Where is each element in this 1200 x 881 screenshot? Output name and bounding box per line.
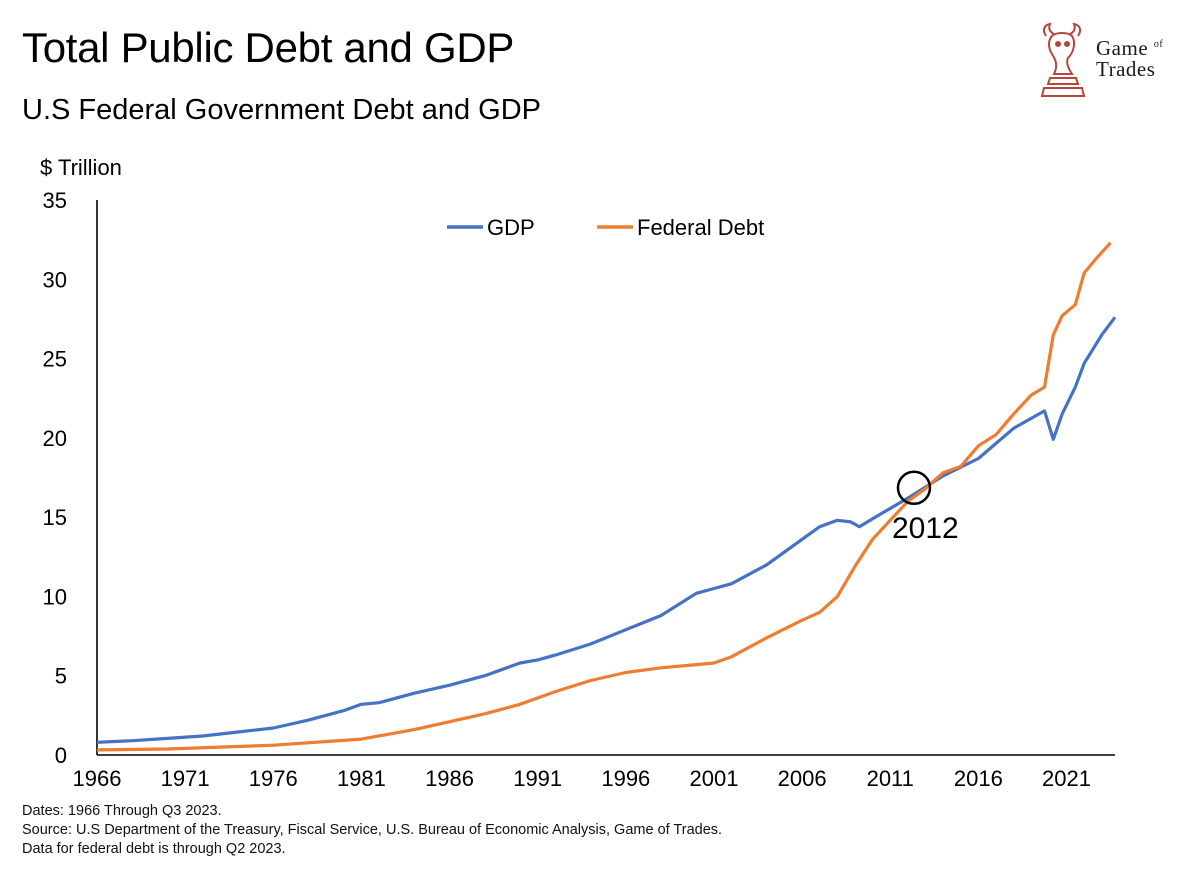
chart-legend: GDP Federal Debt bbox=[447, 215, 764, 240]
x-tick-label: 1996 bbox=[601, 766, 650, 791]
x-tick-label: 1991 bbox=[513, 766, 562, 791]
series-lines bbox=[96, 241, 1117, 752]
bull-chess-knight-icon bbox=[1040, 22, 1086, 97]
y-tick-label: 20 bbox=[43, 426, 67, 451]
y-tick-label: 15 bbox=[43, 505, 67, 530]
x-tick-label: 2006 bbox=[778, 766, 827, 791]
y-tick-label: 10 bbox=[43, 584, 67, 609]
logo-wordmark-line2: Trades bbox=[1096, 57, 1156, 81]
x-tick-label: 1966 bbox=[73, 766, 122, 791]
y-tick-label: 30 bbox=[43, 267, 67, 292]
x-tick-label: 1971 bbox=[161, 766, 210, 791]
x-tick-label: 2016 bbox=[954, 766, 1003, 791]
series-line-federal-debt bbox=[96, 241, 1112, 752]
x-tick-label: 1981 bbox=[337, 766, 386, 791]
x-tick-label: 1976 bbox=[249, 766, 298, 791]
y-tick-label: 5 bbox=[55, 664, 67, 689]
x-axis-ticks: 1966 1971 1976 1981 1986 1991 1996 2001 2006 2011… bbox=[73, 766, 1091, 791]
x-tick-label: 2001 bbox=[689, 766, 738, 791]
x-tick-label: 2011 bbox=[867, 766, 914, 791]
y-axis-label: $ Trillion bbox=[40, 155, 122, 180]
footnote-source: Source: U.S Department of the Treasury, … bbox=[22, 822, 723, 838]
page-subtitle: U.S Federal Government Debt and GDP bbox=[22, 94, 542, 126]
annotation-label: 2012 bbox=[892, 512, 959, 545]
logo-wordmark-line1: Game of bbox=[1096, 36, 1164, 60]
chart-footnotes: Dates: 1966 Through Q3 2023. Source: U.S… bbox=[22, 802, 722, 859]
y-axis-ticks: 0 5 10 15 20 25 30 35 bbox=[43, 188, 67, 768]
annotation-2012: 2012 bbox=[892, 470, 959, 545]
x-tick-label: 1986 bbox=[425, 766, 474, 791]
annotation-circle bbox=[896, 470, 932, 506]
footnote-debt: Data for federal debt is through Q2 2023… bbox=[22, 841, 286, 857]
y-tick-label: 35 bbox=[43, 188, 67, 213]
brand-logo: Game of Trades bbox=[1034, 22, 1184, 104]
page-title: Total Public Debt and GDP bbox=[22, 24, 515, 71]
y-tick-label: 0 bbox=[55, 743, 67, 768]
x-tick-label: 2021 bbox=[1042, 766, 1091, 791]
y-tick-label: 25 bbox=[43, 347, 67, 372]
series-line-gdp bbox=[96, 316, 1117, 744]
footnote-dates: Dates: 1966 Through Q3 2023. bbox=[22, 803, 222, 819]
legend-label: Federal Debt bbox=[637, 215, 764, 240]
legend-label: GDP bbox=[487, 215, 535, 240]
